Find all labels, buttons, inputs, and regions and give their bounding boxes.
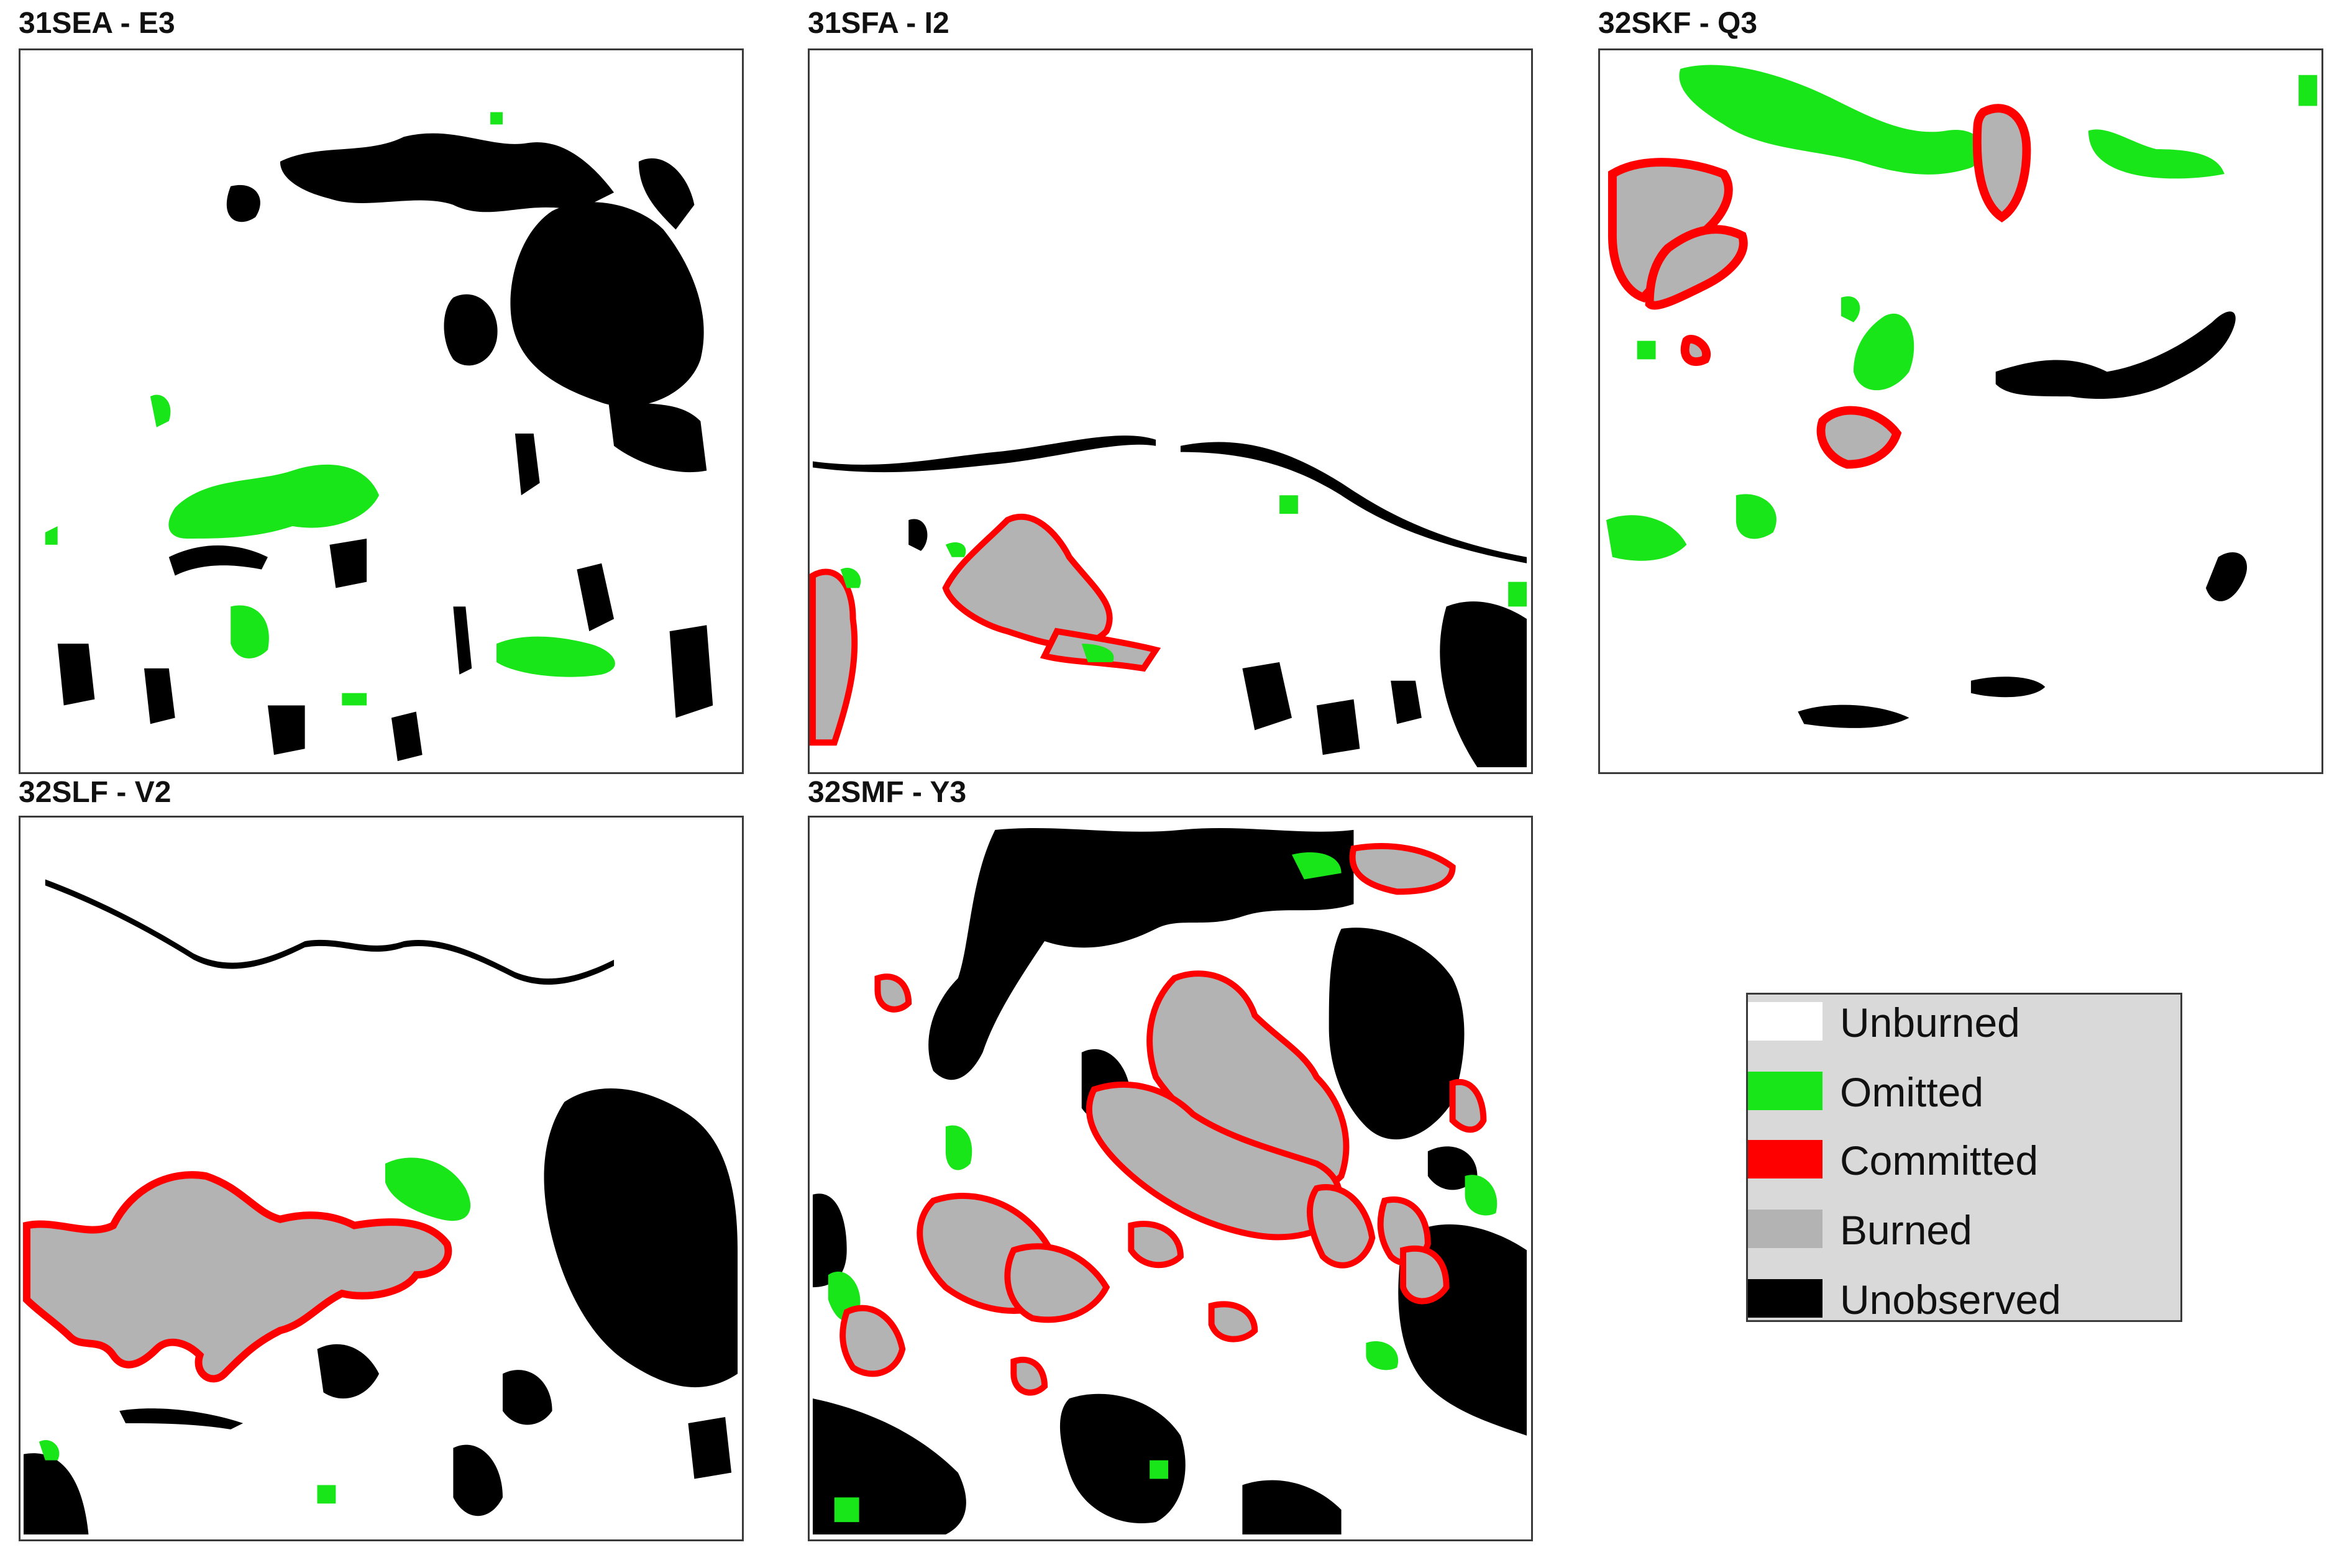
legend-item-omitted: Omitted	[1748, 1069, 2180, 1115]
panel-title-32skf: 32SKF - Q3	[1598, 7, 1758, 40]
legend-swatch-unobserved	[1748, 1279, 1822, 1318]
panel-title-31sfa: 31SFA - I2	[808, 7, 949, 40]
map-32slf-canvas	[22, 879, 738, 1535]
legend-swatch-omitted	[1748, 1072, 1822, 1110]
legend-label-committed: Committed	[1840, 1137, 2039, 1183]
panel-title-32slf: 32SLF - V2	[19, 776, 172, 809]
map-panel-32slf	[19, 816, 744, 1541]
omitted-areas	[45, 112, 615, 706]
legend-swatch-burned	[1748, 1210, 1822, 1248]
omitted-areas	[840, 495, 1527, 662]
panel-title-32smf: 32SMF - Y3	[808, 776, 967, 809]
unobserved-areas	[1798, 311, 2248, 728]
map-31sea-canvas	[45, 112, 713, 762]
omitted-areas	[39, 1157, 471, 1504]
legend-swatch-committed	[1748, 1140, 1822, 1178]
burned-areas	[839, 843, 1487, 1396]
map-legend: Unburned Omitted Committed Burned Unobse…	[1746, 993, 2182, 1323]
legend-label-burned: Burned	[1840, 1207, 1972, 1253]
unobserved-areas	[23, 879, 738, 1535]
map-panel-31sea	[19, 48, 744, 774]
map-31sfa-canvas	[810, 435, 1527, 768]
map-panel-32smf	[808, 816, 1533, 1541]
legend-item-burned: Burned	[1748, 1207, 2180, 1253]
burned-areas	[1608, 104, 2031, 469]
legend-item-unburned: Unburned	[1748, 1000, 2180, 1046]
legend-label-unburned: Unburned	[1840, 1000, 2020, 1046]
legend-label-omitted: Omitted	[1840, 1069, 1984, 1115]
unobserved-areas	[57, 133, 713, 762]
legend-item-unobserved: Unobserved	[1748, 1277, 2180, 1323]
map-32skf-canvas	[1606, 65, 2318, 728]
burned-areas	[22, 1171, 452, 1383]
legend-label-unobserved: Unobserved	[1840, 1277, 2061, 1323]
panel-title-31sea: 31SEA - E3	[19, 7, 175, 40]
legend-swatch-unburned	[1748, 1002, 1822, 1041]
map-panel-31sfa	[808, 48, 1533, 774]
legend-item-committed: Committed	[1748, 1137, 2180, 1183]
unobserved-areas	[812, 435, 1527, 768]
omitted-areas	[1606, 65, 2318, 561]
burned-areas	[810, 513, 1161, 746]
map-32smf-canvas	[812, 828, 1527, 1535]
map-panel-32skf	[1598, 48, 2323, 774]
omitted-areas	[828, 852, 1498, 1523]
